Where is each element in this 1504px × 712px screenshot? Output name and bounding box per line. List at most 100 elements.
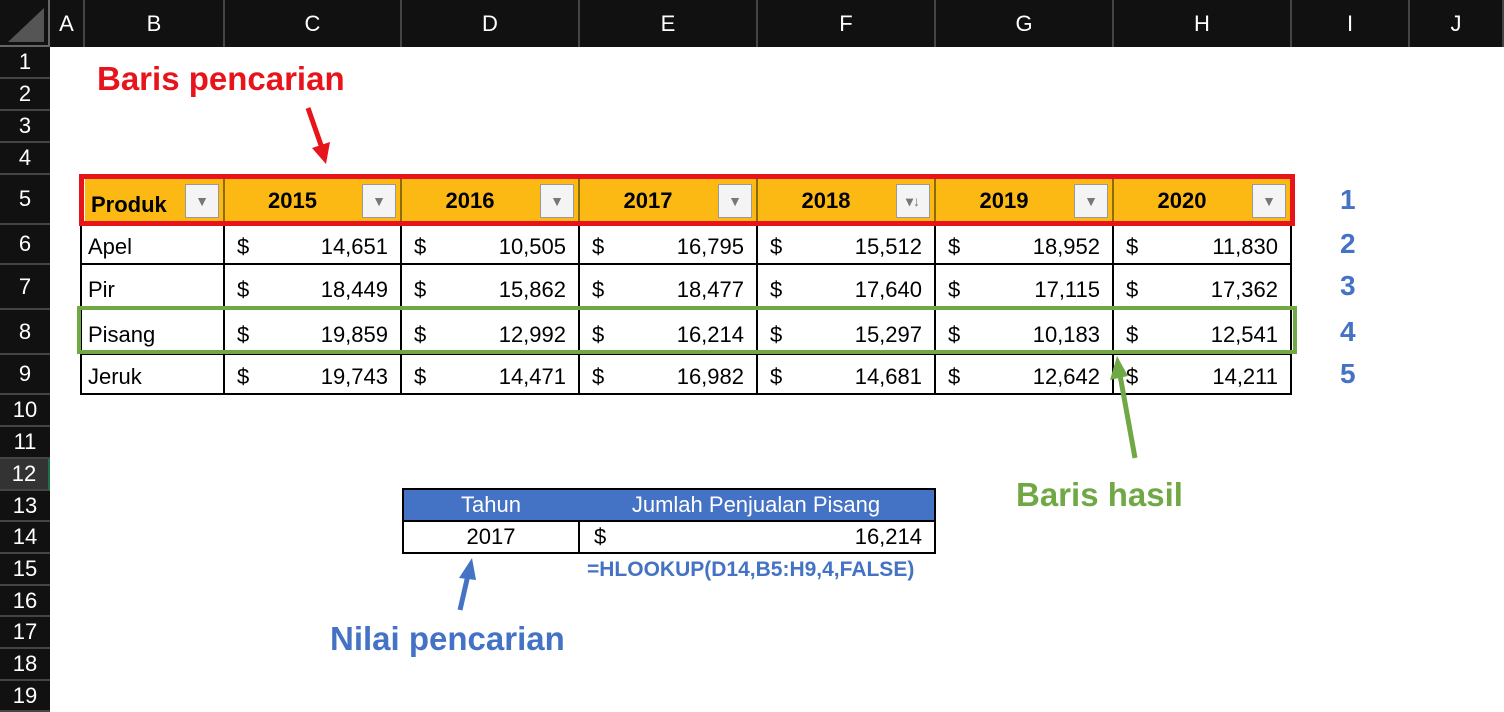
value-cell[interactable]: $16,214	[580, 310, 758, 355]
row-index-number: 4	[1340, 316, 1356, 347]
currency-symbol: $	[948, 234, 961, 259]
currency-symbol: $	[414, 276, 427, 302]
column-header-C[interactable]: C	[225, 0, 402, 47]
column-header-G[interactable]: G	[936, 0, 1114, 47]
amount: 17,115	[1034, 276, 1100, 302]
row-header-8[interactable]: 8	[0, 310, 50, 355]
currency-symbol: $	[948, 276, 961, 302]
product-cell[interactable]: Apel	[80, 225, 225, 265]
row-header-18[interactable]: 18	[0, 649, 50, 681]
column-header-B[interactable]: B	[85, 0, 225, 47]
row-header-10[interactable]: 10	[0, 395, 50, 427]
lookup-result-cell[interactable]: $16,214	[578, 520, 936, 554]
row-header-4[interactable]: 4	[0, 143, 50, 175]
filter-dropdown-icon[interactable]: ▼	[185, 184, 219, 218]
value-cell[interactable]: $14,681	[758, 355, 936, 395]
filter-dropdown-icon[interactable]: ▼	[540, 184, 574, 218]
amount: 15,862	[498, 276, 566, 302]
column-header-H[interactable]: H	[1114, 0, 1292, 47]
header-label: 2019	[979, 187, 1029, 213]
currency-symbol: $	[237, 276, 250, 302]
amount: 12,992	[498, 321, 566, 347]
select-all-triangle-icon	[8, 8, 44, 42]
search-row-highlight	[79, 174, 1295, 226]
row-header-5[interactable]: 5	[0, 175, 50, 225]
result-row-annotation: Baris hasil	[1016, 476, 1183, 513]
product-cell[interactable]: Jeruk	[80, 355, 225, 395]
value-cell[interactable]: $12,541	[1114, 310, 1292, 355]
column-header-E[interactable]: E	[580, 0, 758, 47]
value-cell[interactable]: $15,297	[758, 310, 936, 355]
column-header-J[interactable]: J	[1410, 0, 1504, 47]
header-label: 2016	[445, 187, 495, 213]
currency-symbol: $	[594, 524, 607, 549]
value-cell[interactable]: $18,952	[936, 225, 1114, 265]
filter-dropdown-icon[interactable]: ▼	[1252, 184, 1286, 218]
value-cell[interactable]: $14,471	[402, 355, 580, 395]
value-cell[interactable]: $12,992	[402, 310, 580, 355]
amount: 11,830	[1212, 234, 1278, 259]
row-header-17[interactable]: 17	[0, 617, 50, 649]
currency-symbol: $	[770, 364, 783, 389]
amount: 14,651	[320, 234, 388, 259]
value-cell[interactable]: $14,651	[225, 225, 402, 265]
currency-symbol: $	[592, 276, 605, 302]
row-header-6[interactable]: 6	[0, 225, 50, 265]
value-cell[interactable]: $10,183	[936, 310, 1114, 355]
currency-symbol: $	[592, 234, 605, 259]
filter-dropdown-icon[interactable]: ▼	[362, 184, 396, 218]
row-header-11[interactable]: 11	[0, 427, 50, 459]
table-header-2017: 2017 ▼	[580, 178, 758, 225]
row-index-number: 1	[1340, 184, 1356, 215]
column-header-F[interactable]: F	[758, 0, 936, 47]
row-header-9[interactable]: 9	[0, 355, 50, 395]
row-header-14[interactable]: 14	[0, 522, 50, 554]
row-header-15[interactable]: 15	[0, 554, 50, 586]
value-cell[interactable]: $19,743	[225, 355, 402, 395]
amount: 10,183	[1032, 321, 1100, 347]
search-row-annotation: Baris pencarian	[97, 60, 345, 97]
lookup-value-annotation: Nilai pencarian	[330, 620, 565, 657]
value-cell[interactable]: $11,830	[1114, 225, 1292, 265]
value-cell[interactable]: $14,211	[1114, 355, 1292, 395]
amount: 16,982	[676, 364, 744, 389]
row-header-16[interactable]: 16	[0, 586, 50, 617]
row-header-7[interactable]: 7	[0, 265, 50, 310]
filter-dropdown-icon[interactable]: ▼	[718, 184, 752, 218]
lookup-header-result: Jumlah Penjualan Pisang	[578, 488, 936, 522]
header-label: 2017	[623, 187, 673, 213]
value-cell[interactable]: $15,512	[758, 225, 936, 265]
amount: 14,211	[1212, 364, 1278, 389]
green-arrow-icon	[1110, 356, 1138, 459]
currency-symbol: $	[414, 234, 427, 259]
value-cell[interactable]: $10,505	[402, 225, 580, 265]
currency-symbol: $	[414, 321, 427, 347]
amount: 17,362	[1210, 276, 1278, 302]
amount: 17,640	[854, 276, 922, 302]
currency-symbol: $	[1126, 364, 1139, 389]
amount: 18,952	[1032, 234, 1100, 259]
amount: 12,642	[1032, 364, 1100, 389]
value-cell[interactable]: $16,795	[580, 225, 758, 265]
amount: 15,297	[854, 321, 922, 347]
row-header-13[interactable]: 13	[0, 491, 50, 522]
lookup-year-input[interactable]: 2017	[402, 520, 580, 554]
currency-symbol: $	[592, 364, 605, 389]
row-header-12[interactable]: 12	[0, 459, 50, 491]
row-header-1[interactable]: 1	[0, 47, 50, 79]
column-header-A[interactable]: A	[50, 0, 85, 47]
amount: 10,505	[498, 234, 566, 259]
currency-symbol: $	[237, 364, 250, 389]
sort-filter-icon[interactable]: ▾↓	[896, 184, 930, 218]
row-index-number: 3	[1340, 270, 1356, 301]
value-cell[interactable]: $16,982	[580, 355, 758, 395]
column-header-D[interactable]: D	[402, 0, 580, 47]
row-header-2[interactable]: 2	[0, 79, 50, 111]
column-header-I[interactable]: I	[1292, 0, 1410, 47]
value-cell[interactable]: $19,859	[225, 310, 402, 355]
row-header-3[interactable]: 3	[0, 111, 50, 143]
product-cell[interactable]: Pisang	[80, 310, 225, 355]
header-label: Produk	[91, 191, 167, 217]
filter-dropdown-icon[interactable]: ▼	[1074, 184, 1108, 218]
